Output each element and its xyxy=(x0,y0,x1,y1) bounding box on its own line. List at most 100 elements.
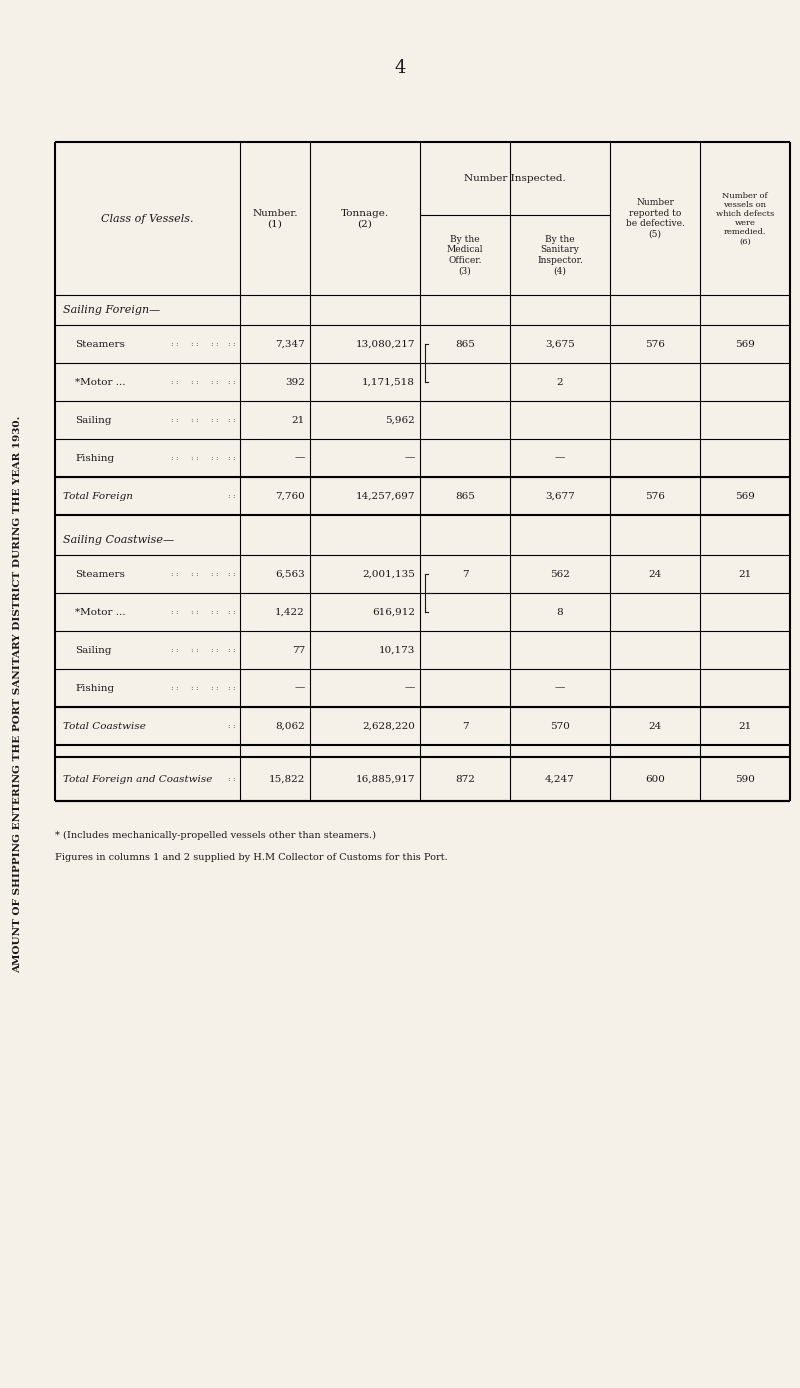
Text: 3,677: 3,677 xyxy=(545,491,575,501)
Text: 10,173: 10,173 xyxy=(378,645,415,655)
Text: : :: : : xyxy=(191,645,199,654)
Text: Sailing: Sailing xyxy=(75,645,111,655)
Text: : :: : : xyxy=(228,340,236,348)
Text: Number of
vessels on
which defects
were
remedied.
(6): Number of vessels on which defects were … xyxy=(716,192,774,246)
Text: 600: 600 xyxy=(645,775,665,783)
Text: Number
reported to
be defective.
(5): Number reported to be defective. (5) xyxy=(626,198,685,239)
Text: : :: : : xyxy=(191,340,199,348)
Text: 5,962: 5,962 xyxy=(386,415,415,425)
Text: 6,563: 6,563 xyxy=(275,569,305,579)
Text: : :: : : xyxy=(211,645,219,654)
Text: 3,675: 3,675 xyxy=(545,340,575,348)
Text: Sailing Foreign—: Sailing Foreign— xyxy=(63,305,160,315)
Text: 7: 7 xyxy=(462,569,468,579)
Text: 2,628,220: 2,628,220 xyxy=(362,722,415,730)
Text: : :: : : xyxy=(211,684,219,693)
Text: : :: : : xyxy=(211,340,219,348)
Text: 865: 865 xyxy=(455,491,475,501)
Text: Class of Vessels.: Class of Vessels. xyxy=(102,214,194,223)
Text: 4,247: 4,247 xyxy=(545,775,575,783)
Text: Total Coastwise: Total Coastwise xyxy=(63,722,146,730)
Text: 7,347: 7,347 xyxy=(275,340,305,348)
Text: : :: : : xyxy=(191,454,199,462)
Text: : :: : : xyxy=(228,570,236,577)
Text: 590: 590 xyxy=(735,775,755,783)
Text: : :: : : xyxy=(191,608,199,616)
Text: : :: : : xyxy=(171,570,179,577)
Text: 4: 4 xyxy=(394,60,406,76)
Text: : :: : : xyxy=(228,608,236,616)
Text: Steamers: Steamers xyxy=(75,340,125,348)
Text: : :: : : xyxy=(171,416,179,423)
Text: : :: : : xyxy=(211,608,219,616)
Text: : :: : : xyxy=(211,454,219,462)
Text: AMOUNT OF SHIPPING ENTERING THE PORT SANITARY DISTRICT DURING THE YEAR 1930.: AMOUNT OF SHIPPING ENTERING THE PORT SAN… xyxy=(14,415,22,973)
Text: 21: 21 xyxy=(292,415,305,425)
Text: Number Inspected.: Number Inspected. xyxy=(464,174,566,183)
Text: * (Includes mechanically-propelled vessels other than steamers.): * (Includes mechanically-propelled vesse… xyxy=(55,831,376,840)
Text: : :: : : xyxy=(171,378,179,386)
Text: Number.
(1): Number. (1) xyxy=(252,208,298,228)
Text: : :: : : xyxy=(171,454,179,462)
Text: —: — xyxy=(294,683,305,693)
Text: : :: : : xyxy=(228,684,236,693)
Text: : :: : : xyxy=(228,491,236,500)
Text: : :: : : xyxy=(228,722,236,730)
Text: : :: : : xyxy=(171,608,179,616)
Text: 7: 7 xyxy=(462,722,468,730)
Text: Sailing: Sailing xyxy=(75,415,111,425)
Text: 576: 576 xyxy=(645,491,665,501)
Text: : :: : : xyxy=(211,378,219,386)
Text: —: — xyxy=(294,454,305,462)
Text: 1,422: 1,422 xyxy=(275,608,305,616)
Text: : :: : : xyxy=(191,684,199,693)
Text: Fishing: Fishing xyxy=(75,454,114,462)
Text: 2: 2 xyxy=(557,378,563,386)
Text: 576: 576 xyxy=(645,340,665,348)
Text: Total Foreign: Total Foreign xyxy=(63,491,133,501)
Text: —: — xyxy=(555,454,565,462)
Text: : :: : : xyxy=(191,570,199,577)
Text: By the
Medical
Officer.
(3): By the Medical Officer. (3) xyxy=(446,235,483,275)
Text: : :: : : xyxy=(228,416,236,423)
Text: 2,001,135: 2,001,135 xyxy=(362,569,415,579)
Text: —: — xyxy=(405,454,415,462)
Text: *Motor ...: *Motor ... xyxy=(75,378,126,386)
Text: 392: 392 xyxy=(285,378,305,386)
Text: By the
Sanitary
Inspector.
(4): By the Sanitary Inspector. (4) xyxy=(537,235,583,275)
Text: 569: 569 xyxy=(735,491,755,501)
Text: *Motor ...: *Motor ... xyxy=(75,608,126,616)
Text: 24: 24 xyxy=(648,722,662,730)
Text: 77: 77 xyxy=(292,645,305,655)
Text: : :: : : xyxy=(228,378,236,386)
Text: 15,822: 15,822 xyxy=(269,775,305,783)
Text: : :: : : xyxy=(228,775,236,783)
Text: 16,885,917: 16,885,917 xyxy=(355,775,415,783)
Text: 21: 21 xyxy=(738,722,752,730)
Text: 569: 569 xyxy=(735,340,755,348)
Text: 570: 570 xyxy=(550,722,570,730)
Text: 14,257,697: 14,257,697 xyxy=(355,491,415,501)
Text: : :: : : xyxy=(211,570,219,577)
Text: Fishing: Fishing xyxy=(75,683,114,693)
Text: : :: : : xyxy=(228,454,236,462)
Text: : :: : : xyxy=(171,684,179,693)
Text: : :: : : xyxy=(171,340,179,348)
Text: 21: 21 xyxy=(738,569,752,579)
Text: Total Foreign and Coastwise: Total Foreign and Coastwise xyxy=(63,775,212,783)
Text: —: — xyxy=(555,683,565,693)
Text: 865: 865 xyxy=(455,340,475,348)
Text: Tonnage.
(2): Tonnage. (2) xyxy=(341,208,389,228)
Text: 7,760: 7,760 xyxy=(275,491,305,501)
Text: : :: : : xyxy=(228,645,236,654)
Text: 8,062: 8,062 xyxy=(275,722,305,730)
Text: Sailing Coastwise—: Sailing Coastwise— xyxy=(63,534,174,545)
Text: 616,912: 616,912 xyxy=(372,608,415,616)
Text: : :: : : xyxy=(171,645,179,654)
Text: : :: : : xyxy=(191,416,199,423)
Text: 872: 872 xyxy=(455,775,475,783)
Text: 8: 8 xyxy=(557,608,563,616)
Text: 24: 24 xyxy=(648,569,662,579)
Text: Figures in columns 1 and 2 supplied by H.M Collector of Customs for this Port.: Figures in columns 1 and 2 supplied by H… xyxy=(55,854,448,862)
Text: —: — xyxy=(405,683,415,693)
